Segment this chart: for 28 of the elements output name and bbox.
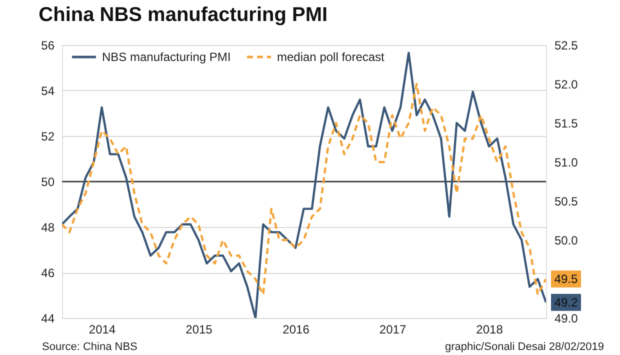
source-note: Source: China NBS bbox=[42, 341, 138, 353]
legend-label: NBS manufacturing PMI bbox=[102, 50, 231, 64]
y-tick-label: 48 bbox=[41, 220, 55, 234]
data-label: 49.5 bbox=[554, 272, 578, 286]
y2-tick-label: 52.0 bbox=[554, 78, 578, 92]
x-tick-label: 2016 bbox=[282, 322, 310, 336]
y2-tick-label: 50.0 bbox=[554, 234, 578, 248]
x-tick-label: 2017 bbox=[379, 322, 406, 336]
chart-title: China NBS manufacturing PMI bbox=[38, 4, 328, 26]
y2-tick-label: 52.5 bbox=[554, 38, 578, 52]
data-label: 49.2 bbox=[554, 295, 578, 310]
line-series bbox=[62, 82, 546, 296]
y-tick-label: 54 bbox=[41, 84, 55, 98]
y-tick-label: 44 bbox=[41, 312, 55, 326]
text: graphic/Sonali Desai 28/02/2019 bbox=[444, 341, 604, 353]
line-series bbox=[62, 52, 546, 318]
x-tick-label: 2015 bbox=[186, 322, 213, 336]
y-tick-label: 50 bbox=[41, 175, 55, 189]
y-tick-label: 46 bbox=[41, 266, 55, 280]
y2-tick-label: 50.5 bbox=[554, 194, 578, 208]
legend-label: median poll forecast bbox=[277, 50, 386, 64]
x-tick-label: 2014 bbox=[88, 322, 116, 336]
y2-tick-label: 51.5 bbox=[554, 116, 578, 130]
y-tick-label: 52 bbox=[41, 130, 55, 144]
y2-tick-label: 49.0 bbox=[554, 312, 578, 326]
y2-tick-label: 51.0 bbox=[554, 156, 578, 170]
x-tick-label: 2018 bbox=[476, 322, 504, 336]
y-tick-label: 56 bbox=[41, 38, 55, 52]
